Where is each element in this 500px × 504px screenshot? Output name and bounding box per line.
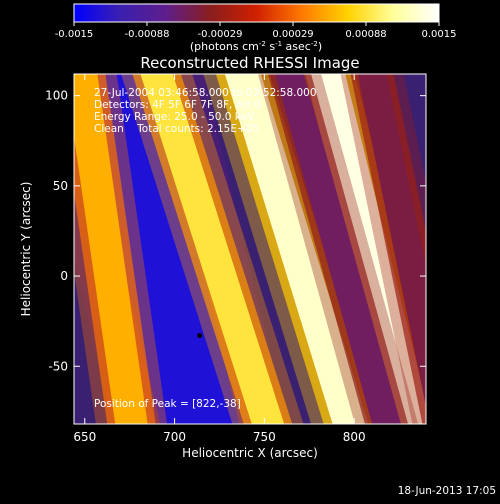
x-tick-label: 750 — [253, 430, 276, 444]
timestamp: 18-Jun-2013 17:05 — [398, 485, 496, 497]
colorbar-tick-label: 0.0015 — [422, 29, 457, 40]
colorbar: -0.0015 -0.00088 -0.00029 0.00029 0.00088 0.0… — [55, 3, 457, 53]
heatmap-band — [74, 74, 148, 424]
axes: 650 700 750 800 -50 0 50 100 — [45, 74, 426, 444]
y-tick-label: 100 — [45, 89, 68, 103]
peak-position-label: Position of Peak = [822,-38] — [94, 398, 241, 410]
x-tick-label: 800 — [343, 430, 366, 444]
x-tick-label: 700 — [163, 430, 186, 444]
info-line-energy: Energy Range: 25.0 - 50.0 keV — [94, 111, 255, 123]
colorbar-tick-label: 0.00029 — [272, 29, 313, 40]
info-line-time: 27-Jul-2004 03:46:58.000 to 03:52:58.000 — [94, 87, 317, 99]
y-tick-label: -50 — [48, 359, 68, 373]
info-block: 27-Jul-2004 03:46:58.000 to 03:52:58.000… — [94, 87, 317, 410]
x-tick-label: 650 — [73, 430, 96, 444]
colorbar-tick-label: -0.00029 — [198, 29, 243, 40]
chart-title: Reconstructed RHESSI Image — [140, 54, 359, 72]
heatmap-band — [350, 74, 426, 424]
heatmap-band — [224, 74, 369, 424]
colorbar-tick-label: 0.00088 — [345, 29, 386, 40]
plot-frame — [73, 73, 427, 425]
heatmap-band — [305, 74, 426, 424]
y-axis-label: Heliocentric Y (arcsec) — [19, 182, 33, 317]
colorbar-units: (photons cm-2 s-1 asec-2) — [190, 40, 322, 53]
x-axis-label: Heliocentric X (arcsec) — [182, 446, 318, 460]
info-line-detectors: Detectors: 4F 5F 6F 7F 8F, Att 0 — [94, 99, 261, 111]
info-line-clean: Clean Total counts: 2.15E+05 — [94, 123, 259, 135]
heatmap-band — [275, 74, 401, 424]
y-tick-label: 0 — [60, 269, 68, 283]
heatmap-band — [357, 74, 426, 407]
colorbar-tick-label: -0.00088 — [125, 29, 170, 40]
colorbar-strip — [73, 3, 440, 23]
markers — [197, 333, 203, 339]
heatmap-band — [140, 74, 285, 424]
peak-marker — [197, 333, 203, 339]
colorbar-ticks: -0.0015 -0.00088 -0.00029 0.00029 0.00088 0.0… — [55, 22, 457, 40]
y-tick-label: 50 — [53, 179, 68, 193]
colorbar-tick-label: -0.0015 — [55, 29, 94, 40]
